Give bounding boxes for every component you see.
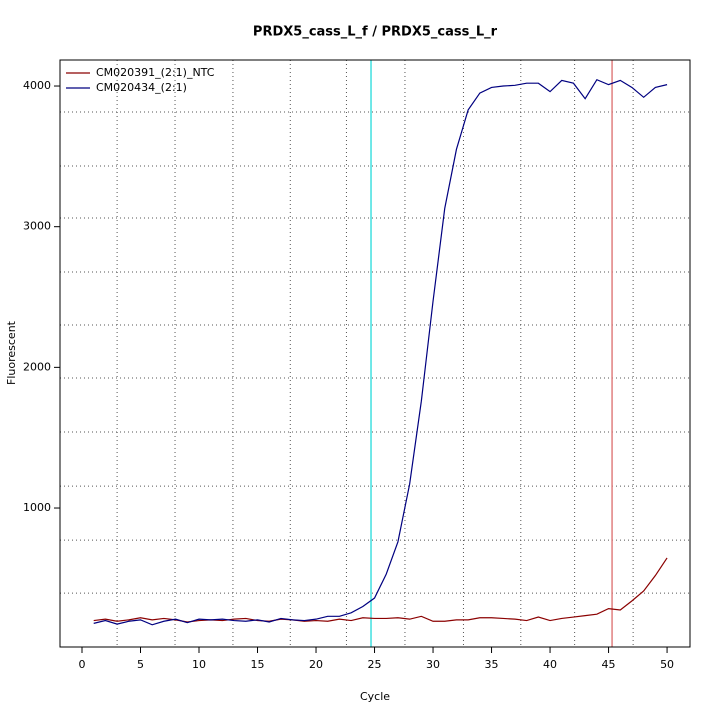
x-tick-label: 30: [426, 658, 440, 671]
x-axis-label: Cycle: [360, 690, 390, 703]
x-tick-label: 40: [543, 658, 557, 671]
series-line: [93, 78, 668, 626]
x-tick-label: 0: [78, 658, 85, 671]
legend-label: CM020434_(2:1): [96, 81, 187, 94]
x-tick-label: 5: [137, 658, 144, 671]
y-tick-label: 2000: [23, 360, 51, 373]
x-tick-label: 15: [251, 658, 265, 671]
x-tick-label: 50: [660, 658, 674, 671]
x-tick-label: 25: [368, 658, 382, 671]
x-tick-label: 10: [192, 658, 206, 671]
y-tick-label: 4000: [23, 79, 51, 92]
y-tick-label: 1000: [23, 501, 51, 514]
y-tick-label: 3000: [23, 220, 51, 233]
y-axis-label: Fluorescent: [5, 320, 18, 385]
x-tick-label: 45: [602, 658, 616, 671]
chart-title: PRDX5_cass_L_f / PRDX5_cass_L_r: [253, 25, 498, 40]
x-tick-label: 20: [309, 658, 323, 671]
legend-label: CM020391_(2:1)_NTC: [96, 66, 215, 79]
plot-frame: [59, 59, 691, 648]
x-tick-label: 35: [485, 658, 499, 671]
